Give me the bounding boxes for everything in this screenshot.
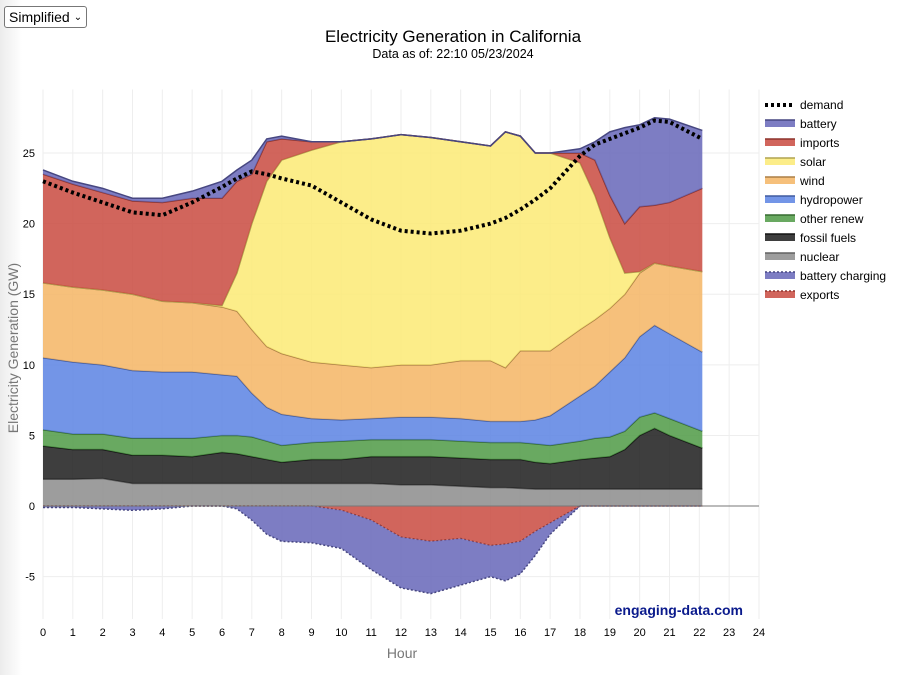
chevron-down-icon: ⌄ (73, 11, 83, 23)
x-tick-label: 15 (484, 627, 496, 639)
x-tick-label: 7 (249, 627, 255, 639)
area-hydropower (43, 325, 703, 446)
legend-label: battery (800, 117, 837, 131)
x-tick-label: 16 (514, 627, 526, 639)
legend-label: imports (800, 136, 839, 150)
x-tick-label: 17 (544, 627, 556, 639)
legend-swatch-hydropower (765, 196, 795, 203)
area-fossil-fuels (43, 428, 703, 490)
x-tick-label: 8 (279, 627, 285, 639)
area-exports (43, 506, 703, 546)
legend-swatch-battery-charging (765, 272, 795, 279)
y-tick-label: 0 (29, 501, 35, 513)
x-tick-label: 13 (425, 627, 437, 639)
x-tick-label: 18 (574, 627, 586, 639)
legend-swatch-imports (765, 139, 795, 146)
y-axis-label: Electricity Generation (GW) (5, 263, 21, 433)
legend-swatch-battery (765, 120, 795, 127)
legend-swatch-nuclear (765, 253, 795, 260)
area-imports (43, 131, 703, 306)
y-tick-label: 15 (23, 289, 35, 301)
x-tick-label: 1 (70, 627, 76, 639)
page-edge-shadow (0, 0, 22, 675)
x-tick-label: 9 (308, 627, 314, 639)
edge-battery (42, 116, 703, 199)
legend-label: exports (800, 288, 839, 302)
legend-label: fossil fuels (800, 231, 856, 245)
legend-label: battery charging (800, 269, 886, 283)
x-tick-label: 5 (189, 627, 195, 639)
area-solar (43, 131, 703, 368)
x-tick-label: 21 (663, 627, 675, 639)
line-demand (42, 118, 704, 236)
x-tick-label: 4 (159, 627, 165, 639)
x-tick-label: 19 (604, 627, 616, 639)
legend-swatch-fossil-fuels (765, 234, 795, 241)
area-other-renew (43, 412, 703, 464)
legend-swatch-solar (765, 158, 795, 165)
x-tick-label: 10 (335, 627, 347, 639)
x-tick-label: 0 (40, 627, 46, 639)
x-axis-label: Hour (387, 645, 418, 661)
area-battery-charging (43, 506, 703, 594)
legend-label: demand (800, 98, 843, 112)
legend-label: hydropower (800, 193, 863, 207)
y-tick-label: 5 (29, 430, 35, 442)
area-battery (43, 117, 703, 224)
chart-subtitle: Data as of: 22:10 05/23/2024 (372, 47, 533, 61)
y-tick-label: -5 (25, 572, 35, 584)
legend-swatch-other-renew (765, 215, 795, 222)
y-tick-label: 10 (23, 360, 35, 372)
legend-label: wind (799, 174, 825, 188)
x-tick-label: 23 (723, 627, 735, 639)
y-tick-label: 20 (23, 219, 35, 231)
x-tick-label: 2 (100, 627, 106, 639)
x-tick-label: 22 (693, 627, 705, 639)
x-tick-label: 6 (219, 627, 225, 639)
legend-label: other renew (800, 212, 864, 226)
view-select-value: Simplified (9, 9, 70, 25)
watermark: engaging-data.com (615, 602, 743, 618)
legend-label: nuclear (800, 250, 839, 264)
x-tick-label: 24 (753, 627, 765, 639)
y-tick-label: 25 (23, 148, 35, 160)
x-tick-label: 20 (634, 627, 646, 639)
view-select[interactable]: Simplified ⌄ (4, 6, 88, 28)
area-wind (43, 263, 703, 422)
legend-swatch-exports (765, 291, 795, 298)
legend-swatch-wind (765, 177, 795, 184)
chart-title: Electricity Generation in California (325, 27, 582, 46)
legend-label: solar (800, 155, 826, 169)
x-tick-label: 12 (395, 627, 407, 639)
x-tick-label: 11 (365, 627, 376, 639)
x-tick-label: 14 (455, 627, 467, 639)
x-tick-label: 3 (129, 627, 135, 639)
area-nuclear (43, 478, 703, 507)
